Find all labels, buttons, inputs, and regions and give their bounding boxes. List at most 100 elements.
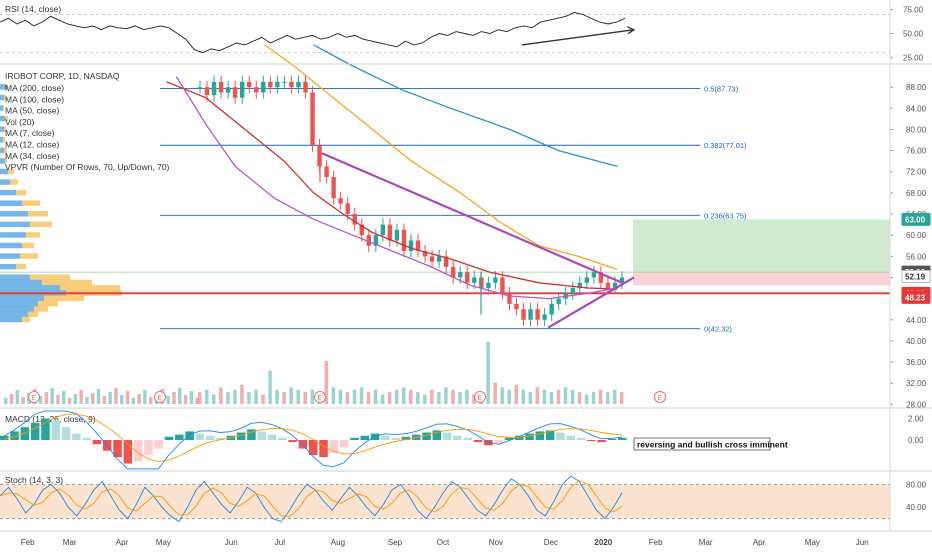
- macd-histogram-bar: [391, 437, 400, 440]
- price-tick-label: 36.00: [906, 358, 927, 367]
- volume-bar: [409, 389, 413, 404]
- vpvr-down-bar: [4, 126, 6, 132]
- date-axis-label: Feb: [21, 538, 35, 547]
- macd-histogram-bar: [257, 431, 266, 440]
- candle-body: [556, 298, 561, 304]
- macd-histogram-bar: [339, 440, 349, 448]
- stoch-d-line: [0, 480, 623, 518]
- vpvr-down-bar: [60, 285, 120, 291]
- date-axis-label: Nov: [489, 538, 503, 547]
- vpvr-up-bar: [0, 300, 38, 307]
- vpvr-down-bar: [22, 200, 40, 206]
- candle-body: [366, 235, 371, 246]
- macd-histogram-bar: [309, 440, 318, 455]
- macd-histogram-bar: [556, 432, 565, 440]
- volume-bar: [352, 389, 357, 404]
- stoch-panel: Stoch (14, 3, 3) 80.00 40.00: [0, 475, 927, 523]
- vpvr-up-bar: [0, 279, 42, 286]
- candle-body: [310, 92, 315, 146]
- macd-histogram-bar: [195, 433, 205, 440]
- vpvr-down-bar: [26, 232, 40, 238]
- volume-bar: [143, 390, 147, 404]
- macd-histogram-bar: [618, 437, 627, 440]
- vpvr-up-bar: [0, 158, 5, 164]
- macd-histogram-bar: [247, 429, 256, 440]
- volume-bar: [212, 394, 216, 404]
- volume-bar: [416, 392, 420, 404]
- candle-body: [436, 256, 442, 262]
- vpvr-up-bar: [0, 147, 4, 154]
- candle-body: [542, 314, 547, 320]
- volume-bar: [102, 396, 107, 404]
- candle-body: [345, 203, 350, 215]
- volume-bar: [9, 394, 14, 404]
- date-axis-label: Jul: [275, 538, 285, 547]
- volume-bar: [394, 389, 399, 404]
- macd-histogram-bar: [206, 435, 215, 440]
- candle-body: [289, 81, 294, 88]
- rsi-label: RSI (14, close): [5, 4, 61, 14]
- price-tick-label: 80.00: [906, 125, 927, 134]
- vpvr-up-bar: [0, 263, 16, 270]
- volume-bar: [44, 392, 49, 404]
- moving-average-line: [166, 81, 618, 290]
- candle-body: [458, 272, 463, 278]
- volume-bar: [577, 392, 582, 404]
- vpvr-down-bar: [4, 147, 7, 154]
- candle-body: [507, 293, 512, 304]
- candle-body: [197, 87, 203, 89]
- volume-bar: [195, 398, 199, 404]
- vpvr-down-bar: [3, 105, 4, 111]
- vpvr-down-bar: [30, 274, 70, 280]
- volume-bar: [205, 389, 209, 404]
- candle-body: [254, 87, 259, 93]
- price-tag-label: 63.00: [905, 215, 926, 224]
- volume-bar: [15, 390, 20, 404]
- macd-histogram-bar: [298, 440, 308, 449]
- macd-histogram-bar: [113, 440, 122, 458]
- macd-histogram-bar: [144, 440, 153, 455]
- macd-histogram-bar: [30, 422, 40, 440]
- moving-average-line: [313, 44, 618, 168]
- macd-histogram-bar: [185, 431, 194, 440]
- volume-bar: [620, 392, 624, 404]
- volume-bar: [472, 394, 476, 404]
- macd-signal-line: [3, 413, 623, 462]
- volume-bar: [458, 392, 462, 404]
- vpvr-up-bar: [0, 221, 30, 228]
- candle-body: [401, 229, 407, 252]
- candle-body: [584, 277, 590, 283]
- vpvr-down-bar: [34, 306, 48, 312]
- candle-body: [598, 272, 604, 283]
- candle-body: [443, 256, 449, 267]
- candle-body: [240, 81, 245, 98]
- stoch-label: Stoch (14, 3, 3): [5, 475, 63, 485]
- candle-body: [218, 81, 224, 93]
- earnings-marker-label: E: [657, 395, 662, 402]
- date-axis-label: Sep: [388, 538, 403, 547]
- macd-histogram-bar: [545, 430, 555, 440]
- rsi-tick-label: 25.00: [903, 53, 924, 62]
- macd-tick-label: 2.00: [908, 415, 924, 424]
- candle-body: [211, 81, 217, 96]
- macd-histogram-bar: [607, 438, 617, 440]
- trend-line: [547, 276, 635, 329]
- candle-body: [408, 240, 414, 252]
- price-tag-box: [901, 269, 931, 283]
- candle-body: [268, 81, 273, 88]
- rsi-trendline: [521, 29, 635, 46]
- volume-bar: [85, 397, 89, 404]
- volume-bar: [535, 387, 540, 404]
- price-tick-label: 56.00: [906, 252, 927, 261]
- volume-bar: [444, 387, 448, 404]
- price-tick-label: 28.00: [906, 400, 927, 409]
- macd-tick-label: 0.00: [908, 436, 924, 445]
- volume-bar: [198, 392, 202, 404]
- macd-histogram-bar: [236, 432, 246, 440]
- volume-bar: [268, 370, 272, 404]
- candle-body: [275, 81, 280, 88]
- candle-body: [261, 81, 266, 93]
- rsi-series-line: [0, 12, 626, 54]
- macd-label: MACD (12, 26, close, 9): [5, 414, 96, 424]
